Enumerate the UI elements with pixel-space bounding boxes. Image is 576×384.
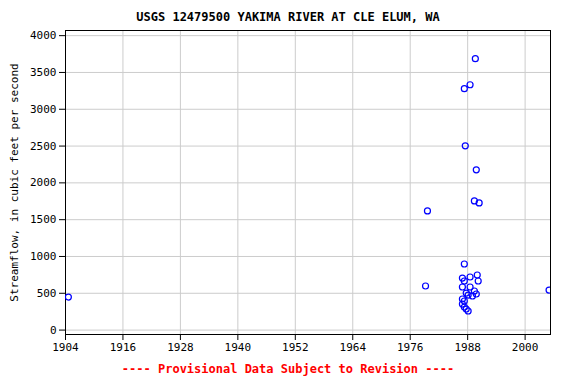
svg-text:1904: 1904 (52, 341, 79, 354)
svg-text:2000: 2000 (30, 176, 57, 189)
svg-text:1000: 1000 (30, 250, 57, 263)
svg-text:Streamflow, in cubic feet per: Streamflow, in cubic feet per second (8, 63, 21, 301)
svg-text:3500: 3500 (30, 66, 57, 79)
svg-text:500: 500 (37, 287, 57, 300)
svg-text:1928: 1928 (167, 341, 194, 354)
svg-text:1916: 1916 (110, 341, 137, 354)
svg-text:1988: 1988 (454, 341, 481, 354)
svg-text:3000: 3000 (30, 103, 57, 116)
svg-text:4000: 4000 (30, 29, 57, 42)
svg-text:1976: 1976 (397, 341, 424, 354)
svg-text:2000: 2000 (512, 341, 539, 354)
svg-text:0: 0 (50, 324, 57, 337)
svg-text:2500: 2500 (30, 140, 57, 153)
svg-text:1500: 1500 (30, 213, 57, 226)
svg-text:1940: 1940 (225, 341, 252, 354)
svg-text:1952: 1952 (282, 341, 309, 354)
html-text:USGS 12479500 YAKIMA RIVER AT: USGS 12479500 YAKIMA RIVER AT CLE ELUM, … (136, 10, 440, 24)
html-text:---- Provisional Data Subject: ---- Provisional Data Subject to Revisio… (121, 362, 455, 376)
svg-text:1964: 1964 (340, 341, 367, 354)
